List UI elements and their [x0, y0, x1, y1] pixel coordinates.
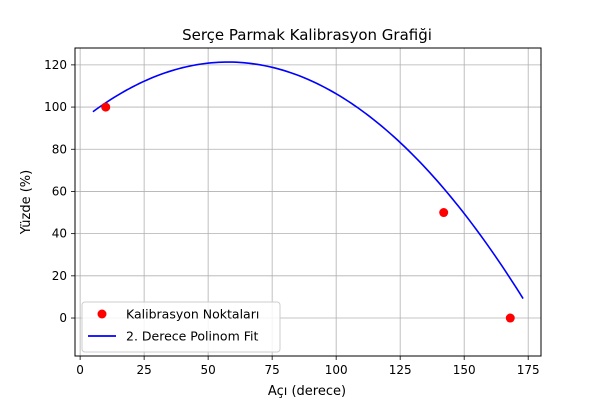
x-tick-label: 125	[389, 363, 412, 377]
y-tick-label: 120	[44, 58, 67, 72]
legend-scatter-label: Kalibrasyon Noktaları	[126, 307, 259, 322]
y-tick-label: 60	[52, 184, 67, 198]
y-tick-label: 100	[44, 100, 67, 114]
y-tick-label: 40	[52, 227, 67, 241]
x-tick-label: 175	[517, 363, 540, 377]
legend-scatter-marker	[97, 309, 107, 319]
x-tick-label: 25	[136, 363, 151, 377]
fit-line	[92, 61, 524, 299]
x-axis-label: Açı (derece)	[268, 384, 346, 399]
legend-box	[81, 301, 281, 353]
x-tick-label: 0	[76, 363, 84, 377]
calibration-point	[505, 313, 515, 323]
y-axis-label: Yüzde (%)	[19, 170, 34, 235]
legend-line-label: 2. Derece Polinom Fit	[126, 329, 258, 344]
x-tick-label: 75	[265, 363, 280, 377]
y-tick-label: 20	[52, 269, 67, 283]
calibration-point	[101, 102, 111, 112]
x-tick-label: 150	[453, 363, 476, 377]
y-axis-ticks: 0 20 40 60 80 100 120	[44, 58, 75, 325]
plot-frame	[74, 47, 542, 357]
x-axis-ticks: 0 25 50 75 100 125 150 175	[76, 356, 540, 377]
y-tick-label: 0	[59, 311, 67, 325]
y-tick-label: 80	[52, 142, 67, 156]
plot-content	[92, 61, 524, 323]
legend: Kalibrasyon Noktaları 2. Derece Polinom …	[81, 301, 281, 353]
calibration-point	[439, 208, 449, 218]
x-tick-label: 100	[325, 363, 348, 377]
chart-title: Serçe Parmak Kalibrasyon Grafiği	[182, 26, 432, 44]
x-tick-label: 50	[201, 363, 216, 377]
